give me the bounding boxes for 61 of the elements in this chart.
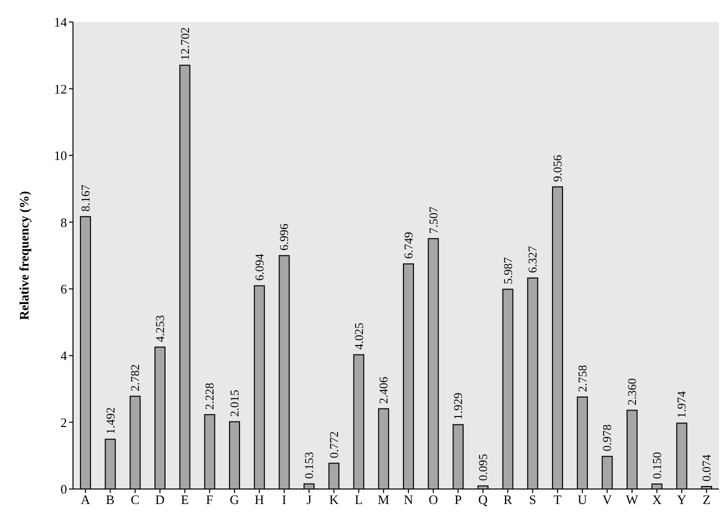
data-label: 0.150 bbox=[650, 452, 664, 479]
x-tick-label: Q bbox=[478, 492, 488, 508]
data-label: 7.507 bbox=[426, 206, 440, 234]
y-tick-label: 2 bbox=[60, 414, 67, 430]
x-tick-label: E bbox=[180, 492, 189, 508]
x-tick-label: U bbox=[578, 492, 588, 508]
y-tick-label: 12 bbox=[54, 81, 67, 96]
y-axis-title: Relative frequency (%) bbox=[16, 190, 32, 320]
x-tick-label: O bbox=[428, 492, 438, 508]
x-tick-label: H bbox=[254, 492, 264, 508]
y-tick-label: 8 bbox=[60, 214, 67, 230]
data-label: 9.056 bbox=[550, 154, 565, 182]
x-tick-label: R bbox=[503, 492, 512, 508]
data-label: 2.228 bbox=[202, 382, 217, 410]
data-label: 2.015 bbox=[228, 390, 242, 417]
data-label: 12.702 bbox=[178, 27, 192, 60]
data-label: 1.974 bbox=[674, 391, 689, 418]
x-tick-label: D bbox=[155, 492, 165, 508]
data-label: 5.987 bbox=[500, 257, 515, 284]
y-tick-label: 10 bbox=[54, 148, 67, 164]
y-tick-label: 14 bbox=[54, 14, 68, 30]
x-tick-label: K bbox=[329, 492, 340, 508]
x-tick-label: Z bbox=[702, 492, 711, 508]
data-label: 1.929 bbox=[451, 392, 466, 420]
data-label: 6.094 bbox=[252, 254, 266, 281]
y-tick-label: 4 bbox=[60, 348, 68, 364]
data-label: 2.758 bbox=[575, 365, 590, 392]
x-tick-label: P bbox=[454, 492, 462, 508]
data-label: 4.253 bbox=[152, 315, 167, 342]
data-label: 8.167 bbox=[78, 184, 92, 212]
x-tick-label: T bbox=[554, 492, 562, 508]
x-tick-label: F bbox=[206, 492, 214, 508]
x-tick-label: Y bbox=[677, 492, 688, 508]
data-label: 1.492 bbox=[103, 407, 118, 434]
data-label: 2.782 bbox=[128, 364, 142, 392]
x-tick-label: V bbox=[602, 492, 612, 508]
data-label: 2.360 bbox=[625, 378, 640, 406]
data-label: 0.095 bbox=[476, 454, 490, 481]
x-tick-label: C bbox=[130, 492, 140, 508]
data-label: 0.074 bbox=[700, 454, 714, 482]
x-tick-label: W bbox=[626, 492, 639, 508]
data-label: 6.996 bbox=[277, 224, 292, 251]
x-tick-label: J bbox=[306, 492, 312, 508]
x-tick-label: N bbox=[404, 492, 414, 508]
data-label: 0.772 bbox=[326, 431, 341, 458]
y-tick-label: 0 bbox=[60, 482, 67, 497]
data-label: 0.978 bbox=[600, 424, 614, 452]
x-tick-label: M bbox=[378, 492, 390, 508]
data-label: 6.749 bbox=[401, 232, 416, 259]
x-tick-label: G bbox=[230, 492, 240, 508]
x-tick-label: S bbox=[529, 492, 536, 508]
data-label: 4.025 bbox=[352, 322, 366, 350]
x-tick-label: X bbox=[652, 492, 662, 508]
data-label: 6.327 bbox=[526, 246, 540, 273]
y-tick-label: 6 bbox=[60, 281, 68, 296]
x-tick-label: A bbox=[80, 492, 91, 508]
data-label: 2.406 bbox=[376, 376, 391, 404]
data-label: 0.153 bbox=[302, 452, 316, 479]
x-tick-label: B bbox=[106, 492, 115, 508]
x-tick-label: I bbox=[282, 492, 286, 508]
x-tick-label: L bbox=[354, 492, 363, 508]
